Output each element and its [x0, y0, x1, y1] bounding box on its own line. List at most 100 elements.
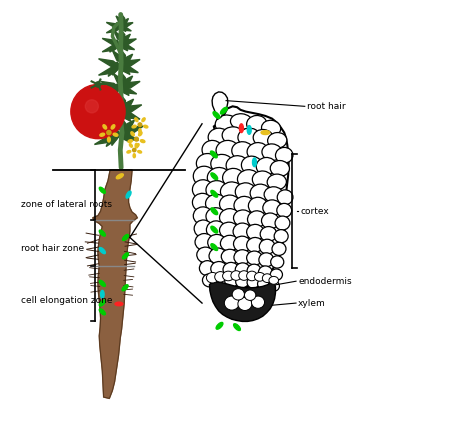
- Ellipse shape: [211, 261, 228, 276]
- Ellipse shape: [111, 125, 115, 129]
- Ellipse shape: [126, 191, 131, 198]
- Ellipse shape: [262, 213, 279, 229]
- Ellipse shape: [202, 274, 217, 287]
- Ellipse shape: [206, 194, 227, 213]
- Ellipse shape: [235, 183, 256, 201]
- Polygon shape: [120, 134, 138, 140]
- Polygon shape: [122, 59, 140, 66]
- Ellipse shape: [234, 210, 253, 227]
- Ellipse shape: [263, 200, 281, 216]
- Ellipse shape: [193, 166, 215, 187]
- Ellipse shape: [223, 271, 234, 281]
- Ellipse shape: [215, 271, 226, 282]
- Ellipse shape: [193, 207, 212, 224]
- Ellipse shape: [234, 196, 254, 214]
- Polygon shape: [116, 16, 123, 24]
- Ellipse shape: [262, 120, 281, 136]
- Polygon shape: [120, 116, 125, 129]
- Ellipse shape: [268, 281, 279, 291]
- Ellipse shape: [195, 234, 213, 250]
- Ellipse shape: [99, 230, 105, 236]
- Ellipse shape: [138, 150, 142, 153]
- Ellipse shape: [144, 125, 148, 128]
- Ellipse shape: [247, 143, 268, 160]
- Ellipse shape: [216, 323, 223, 329]
- Ellipse shape: [241, 156, 262, 175]
- Ellipse shape: [233, 223, 251, 240]
- Polygon shape: [122, 126, 143, 134]
- Polygon shape: [113, 62, 118, 75]
- Polygon shape: [121, 22, 133, 27]
- Ellipse shape: [223, 169, 245, 187]
- Ellipse shape: [213, 274, 228, 287]
- Polygon shape: [210, 282, 275, 322]
- Polygon shape: [113, 73, 123, 85]
- Ellipse shape: [129, 144, 132, 147]
- Ellipse shape: [200, 260, 215, 275]
- Polygon shape: [122, 120, 135, 132]
- Ellipse shape: [206, 272, 219, 283]
- Ellipse shape: [247, 125, 251, 134]
- Polygon shape: [106, 131, 119, 147]
- Polygon shape: [120, 88, 137, 94]
- Ellipse shape: [99, 248, 105, 253]
- Polygon shape: [102, 45, 121, 52]
- Polygon shape: [122, 76, 133, 86]
- Ellipse shape: [213, 112, 220, 118]
- Ellipse shape: [100, 290, 104, 298]
- Ellipse shape: [238, 128, 260, 146]
- Ellipse shape: [230, 114, 252, 129]
- Ellipse shape: [234, 324, 240, 330]
- Ellipse shape: [253, 129, 273, 146]
- Ellipse shape: [247, 264, 261, 277]
- Ellipse shape: [262, 274, 272, 282]
- Ellipse shape: [236, 275, 249, 288]
- Polygon shape: [119, 43, 128, 51]
- Ellipse shape: [211, 208, 218, 215]
- Ellipse shape: [135, 143, 138, 148]
- Ellipse shape: [246, 271, 257, 281]
- Ellipse shape: [210, 151, 217, 158]
- Ellipse shape: [261, 131, 270, 135]
- Polygon shape: [201, 106, 289, 289]
- Polygon shape: [111, 95, 123, 110]
- Ellipse shape: [259, 253, 273, 267]
- Circle shape: [71, 84, 125, 139]
- Ellipse shape: [220, 235, 239, 251]
- Polygon shape: [212, 92, 228, 119]
- Polygon shape: [120, 132, 130, 142]
- Polygon shape: [106, 28, 121, 33]
- Polygon shape: [107, 110, 119, 124]
- Ellipse shape: [192, 193, 212, 212]
- Ellipse shape: [135, 118, 138, 121]
- Ellipse shape: [220, 107, 227, 114]
- Ellipse shape: [206, 221, 226, 238]
- Ellipse shape: [224, 296, 239, 310]
- Ellipse shape: [207, 168, 230, 187]
- Ellipse shape: [234, 250, 251, 264]
- Polygon shape: [94, 135, 121, 144]
- Ellipse shape: [245, 290, 256, 301]
- Circle shape: [133, 148, 136, 152]
- Ellipse shape: [206, 208, 226, 225]
- Ellipse shape: [221, 249, 239, 264]
- Ellipse shape: [277, 203, 292, 217]
- Polygon shape: [100, 81, 121, 89]
- Polygon shape: [121, 14, 125, 22]
- Ellipse shape: [116, 174, 123, 179]
- Ellipse shape: [196, 154, 218, 173]
- Polygon shape: [93, 170, 137, 398]
- Ellipse shape: [139, 128, 141, 133]
- Ellipse shape: [99, 280, 105, 286]
- Polygon shape: [99, 67, 121, 75]
- Ellipse shape: [253, 158, 256, 167]
- Ellipse shape: [264, 187, 283, 202]
- Polygon shape: [121, 39, 137, 44]
- Polygon shape: [119, 93, 126, 108]
- Ellipse shape: [211, 154, 234, 174]
- Text: root hair zone: root hair zone: [20, 244, 84, 253]
- Polygon shape: [102, 38, 121, 45]
- Ellipse shape: [219, 209, 240, 226]
- Ellipse shape: [232, 142, 254, 160]
- Ellipse shape: [133, 154, 136, 158]
